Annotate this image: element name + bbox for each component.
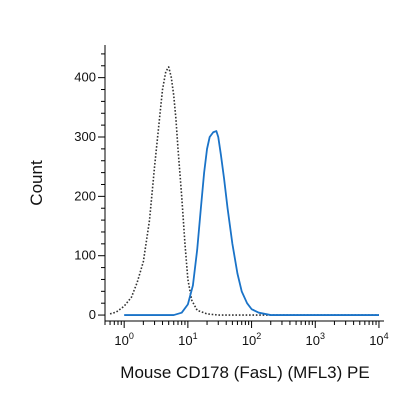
- x-tick-label-exponent: 0: [129, 331, 134, 341]
- x-tick-label-exponent: 4: [384, 331, 389, 341]
- y-axis-title: Count: [27, 160, 46, 206]
- x-axis-title: Mouse CD178 (FasL) (MFL3) PE: [120, 363, 369, 382]
- x-tick-label-base: 10: [114, 333, 128, 348]
- x-tick-label: 101: [178, 331, 197, 348]
- y-tick-label: 300: [74, 129, 96, 144]
- x-tick-label: 100: [114, 331, 133, 348]
- y-tick-label: 100: [74, 248, 96, 263]
- y-tick-label: 0: [89, 307, 96, 322]
- control-histogram-line: [109, 66, 379, 316]
- x-tick-label-base: 10: [178, 333, 192, 348]
- x-ticks-layer: 100 101 102 103 104: [104, 321, 389, 348]
- x-tick-label-exponent: 3: [320, 331, 325, 341]
- x-tick-label-exponent: 1: [193, 331, 198, 341]
- axes-layer: [104, 45, 384, 322]
- stained-histogram-line: [124, 130, 379, 316]
- x-tick-label: 104: [369, 331, 388, 348]
- y-tick-label: 400: [74, 70, 96, 85]
- x-tick-label-base: 10: [306, 333, 320, 348]
- y-ticks-layer: 0 100 200 300 400: [74, 53, 105, 322]
- x-tick-label-base: 10: [242, 333, 256, 348]
- x-tick-label: 103: [306, 331, 325, 348]
- series-layer: [109, 66, 379, 316]
- x-tick-label-base: 10: [369, 333, 383, 348]
- x-tick-label: 102: [242, 331, 261, 348]
- x-tick-label-exponent: 2: [256, 331, 261, 341]
- y-tick-label: 200: [74, 188, 96, 203]
